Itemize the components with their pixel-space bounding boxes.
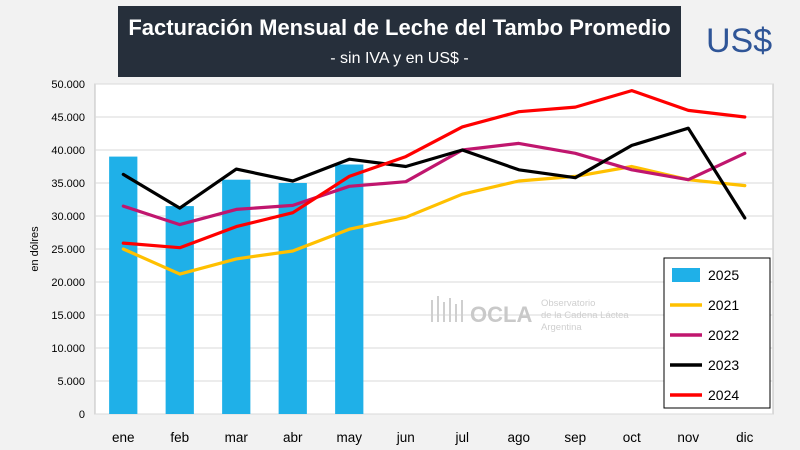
x-tick-label: may [336, 430, 362, 445]
currency-badge: US$ [706, 22, 773, 60]
y-tick-label: 10.000 [51, 343, 85, 355]
y-tick-label: 0 [79, 409, 85, 421]
bar-2025 [165, 206, 194, 414]
x-tick-label: nov [677, 430, 699, 445]
x-tick-label: mar [225, 430, 249, 445]
y-tick-label: 20.000 [51, 277, 85, 289]
bars-2025 [109, 156, 364, 414]
legend-label-2022: 2022 [708, 327, 739, 343]
series-line-2023 [121, 126, 747, 220]
ocla-watermark: OCLA Observatorio de la Cadena Láctea Ar… [431, 296, 629, 333]
y-tick-label: 40.000 [51, 145, 85, 157]
legend-label-2024: 2024 [708, 387, 739, 403]
ocla-logo-icon [431, 296, 463, 322]
y-tick-label: 35.000 [51, 178, 85, 190]
y-tick-label: 15.000 [51, 310, 85, 322]
y-tick-label: 25.000 [51, 244, 85, 256]
line-series [121, 88, 747, 276]
y-tick-label: 30.000 [51, 211, 85, 223]
series-line-2022 [121, 141, 747, 227]
x-tick-label: ago [507, 430, 530, 445]
bar-2025 [335, 164, 364, 414]
series-line-2021 [121, 164, 747, 276]
legend-swatch-2025 [672, 268, 700, 282]
x-axis-ticks: ene feb mar abr may jun jul ago sep oct nov dic [112, 430, 754, 445]
bar-2025 [278, 183, 307, 414]
y-axis-label: en dólres [29, 226, 41, 272]
watermark-line-3: Argentina [541, 322, 582, 333]
legend: 2025 2021 2022 2023 2024 [663, 257, 771, 409]
x-tick-label: abr [283, 430, 303, 445]
x-tick-label: jul [454, 430, 469, 445]
x-tick-label: feb [170, 430, 189, 445]
x-tick-label: ene [112, 430, 135, 445]
chart-subtitle: - sin IVA y en US$ - [330, 50, 469, 67]
chart-title: Facturación Mensual de Leche del Tambo P… [128, 15, 671, 40]
x-tick-label: dic [736, 430, 754, 445]
x-tick-label: sep [564, 430, 586, 445]
watermark-line-2: de la Cadena Láctea [541, 310, 629, 321]
bar-2025 [109, 156, 138, 414]
y-tick-label: 5.000 [57, 376, 85, 388]
y-tick-label: 50.000 [51, 79, 85, 91]
bar-2025 [222, 179, 251, 414]
gridlines [95, 83, 773, 415]
x-tick-label: oct [623, 430, 641, 445]
legend-label-2025: 2025 [708, 267, 739, 283]
series-line-2024 [121, 88, 747, 250]
x-tick-label: jun [396, 430, 415, 445]
legend-label-2021: 2021 [708, 297, 739, 313]
legend-label-2023: 2023 [708, 357, 739, 373]
y-tick-label: 45.000 [51, 112, 85, 124]
watermark-line-1: Observatorio [541, 298, 595, 309]
watermark-logo-text: OCLA [470, 302, 532, 327]
title-box: Facturación Mensual de Leche del Tambo P… [118, 6, 681, 77]
legend-box [663, 257, 771, 409]
y-axis-ticks: 0 5.000 10.000 15.000 20.000 25.000 30.000 35.0… [51, 79, 85, 421]
